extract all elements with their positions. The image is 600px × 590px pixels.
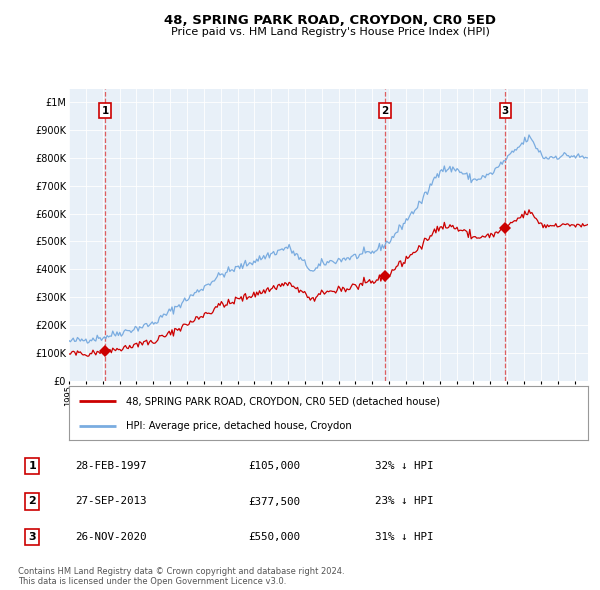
Text: HPI: Average price, detached house, Croydon: HPI: Average price, detached house, Croy… [126,421,352,431]
Text: Price paid vs. HM Land Registry's House Price Index (HPI): Price paid vs. HM Land Registry's House … [170,28,490,37]
Text: 27-SEP-2013: 27-SEP-2013 [76,497,147,506]
Text: 48, SPRING PARK ROAD, CROYDON, CR0 5ED (detached house): 48, SPRING PARK ROAD, CROYDON, CR0 5ED (… [126,396,440,407]
Text: 1: 1 [29,461,36,471]
Text: £550,000: £550,000 [248,532,301,542]
Text: £105,000: £105,000 [248,461,301,471]
Text: 48, SPRING PARK ROAD, CROYDON, CR0 5ED: 48, SPRING PARK ROAD, CROYDON, CR0 5ED [164,14,496,27]
Text: 1: 1 [102,106,109,116]
Text: 23% ↓ HPI: 23% ↓ HPI [375,497,434,506]
Text: Contains HM Land Registry data © Crown copyright and database right 2024.
This d: Contains HM Land Registry data © Crown c… [18,566,344,586]
Text: 32% ↓ HPI: 32% ↓ HPI [375,461,434,471]
Text: 28-FEB-1997: 28-FEB-1997 [76,461,147,471]
Text: 31% ↓ HPI: 31% ↓ HPI [375,532,434,542]
Text: 3: 3 [502,106,509,116]
Text: 3: 3 [29,532,36,542]
Text: £377,500: £377,500 [248,497,301,506]
Text: 2: 2 [381,106,388,116]
Text: 26-NOV-2020: 26-NOV-2020 [76,532,147,542]
Text: 2: 2 [29,497,36,506]
